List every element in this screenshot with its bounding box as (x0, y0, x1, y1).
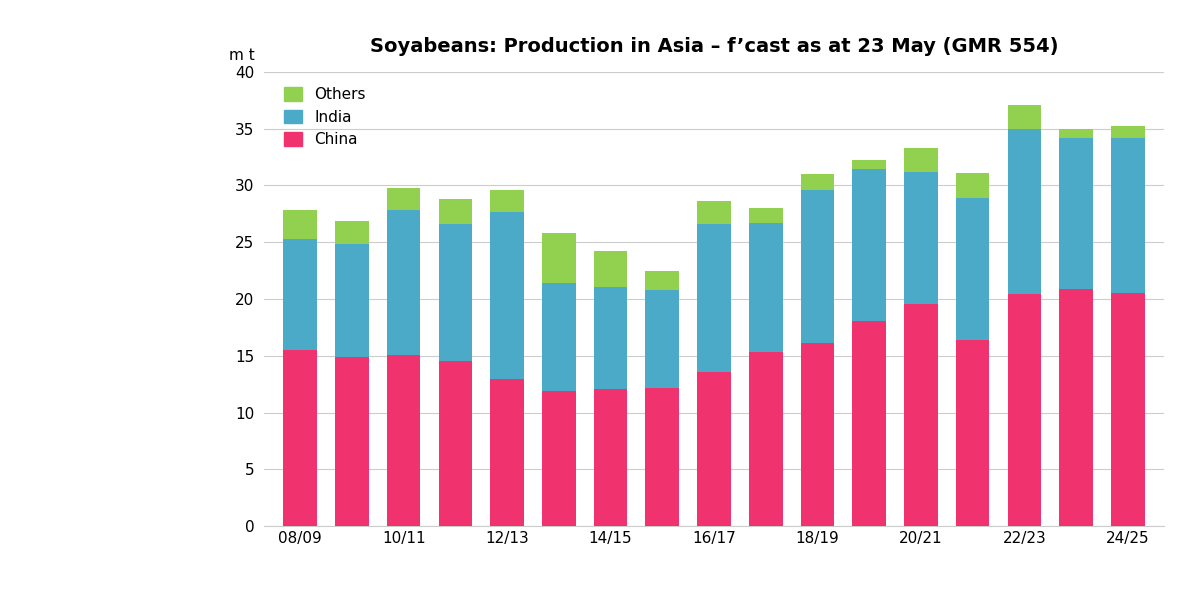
Bar (697, 372, 731, 526)
Bar (646, 388, 679, 526)
Bar (1008, 294, 1042, 526)
Bar (283, 350, 317, 526)
Bar (904, 148, 937, 172)
Bar (491, 190, 524, 212)
Bar (1008, 129, 1042, 294)
Bar (749, 208, 782, 223)
Bar (697, 202, 731, 224)
Bar (800, 343, 834, 526)
Bar (386, 355, 420, 526)
Bar (956, 340, 990, 526)
Bar (438, 224, 472, 361)
Bar (491, 379, 524, 526)
Bar (800, 174, 834, 190)
Bar (594, 251, 628, 286)
Bar (335, 245, 368, 357)
Bar (335, 357, 368, 526)
Text: m t: m t (229, 48, 256, 63)
Bar (1111, 126, 1145, 138)
Bar (697, 224, 731, 372)
Bar (542, 233, 576, 283)
Bar (852, 169, 886, 321)
Bar (904, 172, 937, 304)
Bar (646, 290, 679, 388)
Bar (438, 199, 472, 224)
Bar (800, 190, 834, 343)
Bar (335, 221, 368, 245)
Bar (386, 210, 420, 355)
Bar (542, 283, 576, 391)
Bar (438, 361, 472, 526)
Bar (283, 210, 317, 239)
Bar (1060, 289, 1093, 526)
Bar (1060, 129, 1093, 138)
Bar (1111, 138, 1145, 293)
Bar (491, 212, 524, 379)
Bar (956, 173, 990, 198)
Bar (904, 304, 937, 526)
Bar (283, 239, 317, 350)
Bar (1060, 138, 1093, 289)
Bar (749, 352, 782, 526)
Title: Soyabeans: Production in Asia – f’cast as at 23 May (GMR 554): Soyabeans: Production in Asia – f’cast a… (370, 37, 1058, 56)
Bar (852, 160, 886, 169)
Bar (1008, 105, 1042, 129)
Bar (956, 198, 990, 340)
Bar (646, 270, 679, 290)
Bar (594, 389, 628, 526)
Bar (749, 223, 782, 352)
Bar (1111, 293, 1145, 526)
Bar (386, 188, 420, 210)
Bar (852, 321, 886, 526)
Bar (542, 391, 576, 526)
Bar (594, 286, 628, 389)
Legend: Others, India, China: Others, India, China (281, 84, 368, 151)
